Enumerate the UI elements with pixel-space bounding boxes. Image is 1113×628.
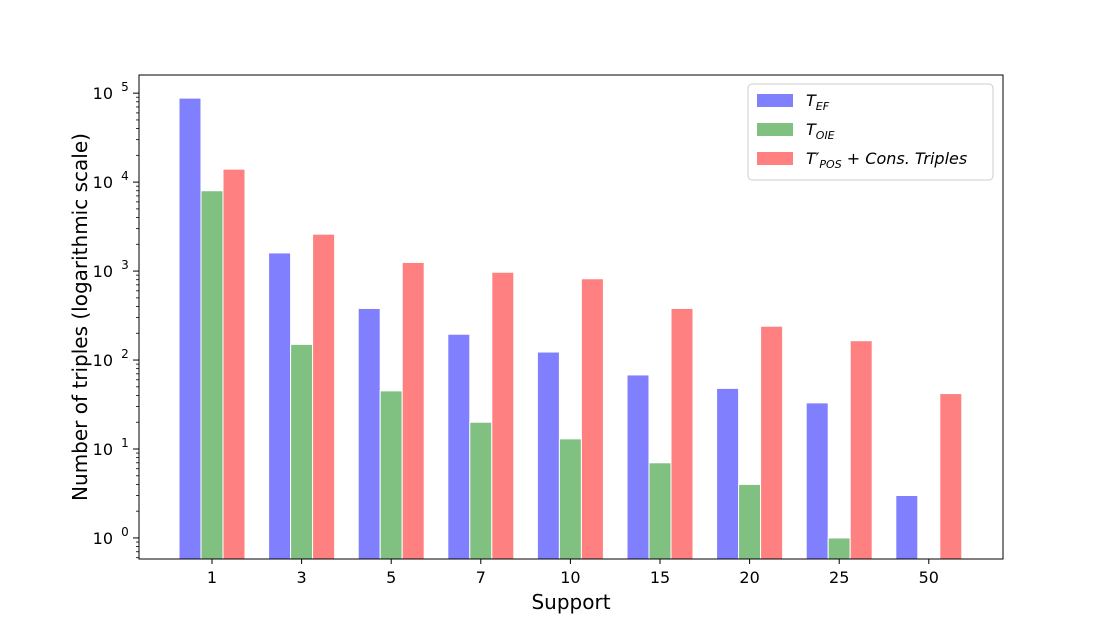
y-axis-title: Number of triples (logarithmic scale) bbox=[68, 133, 92, 501]
x-tick-label: 15 bbox=[650, 568, 670, 587]
y-tick-exponent: 5 bbox=[121, 80, 129, 94]
x-tick-label: 3 bbox=[297, 568, 307, 587]
bar-pos-1 bbox=[222, 168, 246, 560]
legend-swatch bbox=[757, 152, 793, 165]
bar-pos-25 bbox=[849, 340, 873, 560]
x-axis-title: Support bbox=[531, 590, 610, 614]
bar-pos-20 bbox=[760, 325, 784, 560]
y-tick-label: 10 bbox=[93, 84, 113, 103]
legend: TEF TOIE T′POS + Cons. Triples bbox=[747, 83, 994, 181]
y-tick-label: 10 bbox=[93, 351, 113, 370]
y-tick-label: 10 bbox=[93, 173, 113, 192]
legend-label: TEF bbox=[806, 91, 830, 113]
x-tick-label: 20 bbox=[739, 568, 759, 587]
x-tick-label: 1 bbox=[207, 568, 217, 587]
bar-ef-3 bbox=[268, 252, 292, 560]
x-tick-label: 5 bbox=[386, 568, 396, 587]
legend-label: TOIE bbox=[806, 120, 835, 142]
bar-ef-20 bbox=[716, 387, 740, 560]
legend-swatch bbox=[757, 94, 793, 107]
y-tick-exponent: 4 bbox=[121, 169, 129, 183]
bar-pos-3 bbox=[312, 233, 336, 560]
legend-box bbox=[747, 83, 994, 181]
bar-pos-7 bbox=[491, 271, 515, 560]
bar-pos-15 bbox=[670, 307, 694, 560]
bar-pos-5 bbox=[401, 261, 425, 560]
bar-oie-1 bbox=[200, 190, 224, 560]
bar-ef-5 bbox=[357, 307, 381, 560]
x-tick-label: 7 bbox=[476, 568, 486, 587]
bar-ef-10 bbox=[536, 351, 560, 560]
bar-ef-25 bbox=[805, 402, 829, 560]
legend-swatch bbox=[757, 123, 793, 136]
x-tick-label: 10 bbox=[560, 568, 580, 587]
y-tick-exponent: 0 bbox=[121, 525, 129, 539]
x-tick-label: 50 bbox=[919, 568, 939, 587]
bar-ef-7 bbox=[447, 333, 471, 560]
y-tick-exponent: 2 bbox=[121, 347, 129, 361]
bars-layer bbox=[178, 97, 963, 560]
bar-oie-10 bbox=[558, 438, 582, 560]
bar-ef-50 bbox=[895, 495, 919, 560]
plot-frame bbox=[138, 74, 1004, 560]
bar-oie-15 bbox=[648, 462, 672, 560]
bar-pos-50 bbox=[939, 393, 963, 560]
bar-ef-15 bbox=[626, 374, 650, 560]
bar-oie-5 bbox=[379, 390, 403, 560]
bar-pos-10 bbox=[580, 278, 604, 560]
bar-oie-20 bbox=[738, 483, 762, 560]
legend-label: T′POS + Cons. Triples bbox=[806, 149, 967, 171]
x-axis: 1 3 5 7 10 15 20 25 50 bbox=[207, 559, 939, 587]
y-tick-exponent: 1 bbox=[121, 436, 129, 450]
y-tick-label: 10 bbox=[93, 529, 113, 548]
y-tick-label: 10 bbox=[93, 262, 113, 281]
bar-oie-3 bbox=[290, 343, 314, 560]
x-tick-label: 25 bbox=[829, 568, 849, 587]
y-tick-exponent: 3 bbox=[121, 258, 129, 272]
bar-oie-7 bbox=[469, 421, 493, 560]
y-axis: 10 0 10 1 10 2 10 3 10 4 10 5 bbox=[93, 80, 139, 559]
bar-ef-1 bbox=[178, 97, 202, 560]
y-tick-label: 10 bbox=[93, 440, 113, 459]
bar-oie-25 bbox=[827, 537, 851, 560]
